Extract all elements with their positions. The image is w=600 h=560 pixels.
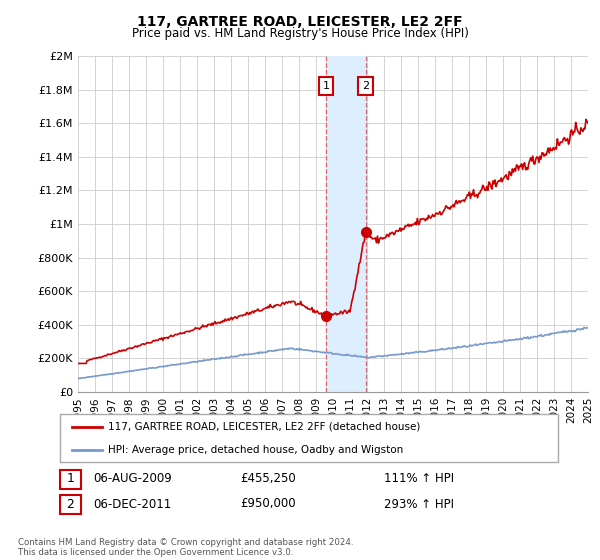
- Text: 117, GARTREE ROAD, LEICESTER, LE2 2FF: 117, GARTREE ROAD, LEICESTER, LE2 2FF: [137, 15, 463, 29]
- Text: HPI: Average price, detached house, Oadby and Wigston: HPI: Average price, detached house, Oadb…: [108, 445, 403, 455]
- Text: 1: 1: [323, 81, 329, 91]
- Text: Contains HM Land Registry data © Crown copyright and database right 2024.
This d: Contains HM Land Registry data © Crown c…: [18, 538, 353, 557]
- Text: 1: 1: [67, 472, 74, 486]
- Bar: [326, 56, 365, 392]
- Text: Price paid vs. HM Land Registry's House Price Index (HPI): Price paid vs. HM Land Registry's House …: [131, 27, 469, 40]
- Text: 293% ↑ HPI: 293% ↑ HPI: [384, 497, 454, 511]
- Text: £455,250: £455,250: [240, 472, 296, 486]
- Text: £950,000: £950,000: [240, 497, 296, 511]
- Text: 06-DEC-2011: 06-DEC-2011: [93, 497, 171, 511]
- Text: 06-AUG-2009: 06-AUG-2009: [93, 472, 172, 486]
- Text: 2: 2: [362, 81, 369, 91]
- Text: 2: 2: [67, 497, 74, 511]
- Text: 111% ↑ HPI: 111% ↑ HPI: [384, 472, 454, 486]
- Text: 117, GARTREE ROAD, LEICESTER, LE2 2FF (detached house): 117, GARTREE ROAD, LEICESTER, LE2 2FF (d…: [108, 422, 421, 432]
